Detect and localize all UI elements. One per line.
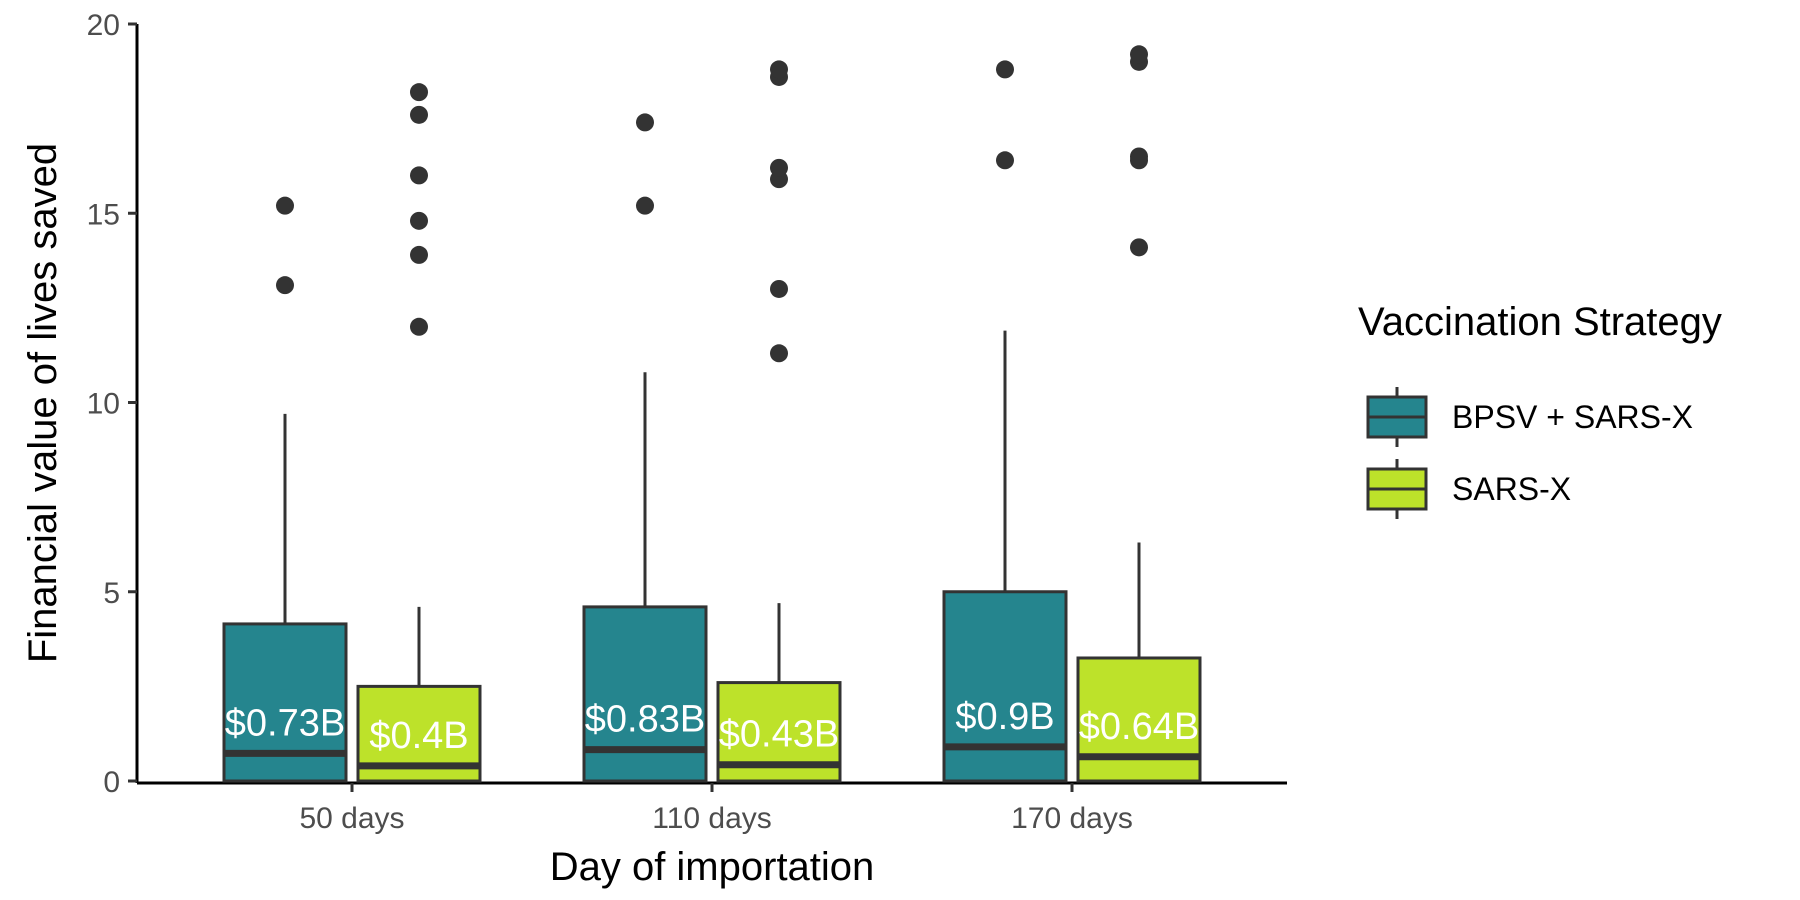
outlier-point <box>770 60 788 79</box>
outlier-point <box>636 113 654 132</box>
outlier-point <box>410 245 428 264</box>
box <box>582 605 708 783</box>
median-value-label: $0.43B <box>719 714 839 756</box>
outlier-point <box>410 105 428 124</box>
y-tick-label: 0 <box>103 766 120 799</box>
box <box>942 590 1068 783</box>
y-axis-title: Financial value of lives saved <box>21 143 65 663</box>
outlier-point <box>770 344 788 363</box>
y-tick-label: 20 <box>87 9 120 42</box>
legend-keys: BPSV + SARS-X SARS-X <box>1366 387 1693 519</box>
outlier-point <box>1130 238 1148 257</box>
median-value-label: $0.83B <box>585 699 705 741</box>
median-value-label: $0.73B <box>225 702 345 744</box>
outlier-point <box>410 317 428 336</box>
outlier-point <box>996 151 1014 170</box>
legend: Vaccination Strategy BPSV + SARS-X SARS-X <box>1358 300 1722 519</box>
x-tick-label: 110 days <box>652 802 772 835</box>
outlier-point <box>410 166 428 185</box>
y-tick-label: 5 <box>103 577 120 610</box>
x-tick-label: 50 days <box>299 802 404 835</box>
outlier-point <box>1130 147 1148 166</box>
outlier-point <box>770 158 788 177</box>
box <box>1076 656 1202 783</box>
x-tick-label: 170 days <box>1011 802 1133 835</box>
y-tick-label: 15 <box>87 198 120 231</box>
outlier-point <box>276 196 294 215</box>
median-labels: $0.73B $0.83B $0.9B $0.4B $0.43B $0.64B <box>225 696 1199 757</box>
outlier-point <box>636 196 654 215</box>
box-plots <box>222 45 1202 783</box>
y-ticks: 0 5 10 15 20 <box>87 9 137 799</box>
outlier-point <box>996 60 1014 79</box>
outlier-point <box>410 83 428 102</box>
median-value-label: $0.4B <box>369 715 468 757</box>
outlier-point <box>276 276 294 295</box>
legend-label: BPSV + SARS-X <box>1452 399 1693 435</box>
legend-label: SARS-X <box>1452 471 1571 507</box>
outlier-point <box>770 279 788 298</box>
median-value-label: $0.9B <box>955 696 1054 738</box>
y-tick-label: 10 <box>87 388 120 421</box>
x-axis-title: Day of importation <box>550 845 875 889</box>
outlier-point <box>1130 45 1148 64</box>
x-ticks: 50 days 110 days 170 days <box>299 783 1133 835</box>
median-value-label: $0.64B <box>1079 706 1199 748</box>
legend-title: Vaccination Strategy <box>1358 300 1722 344</box>
outlier-point <box>410 211 428 230</box>
